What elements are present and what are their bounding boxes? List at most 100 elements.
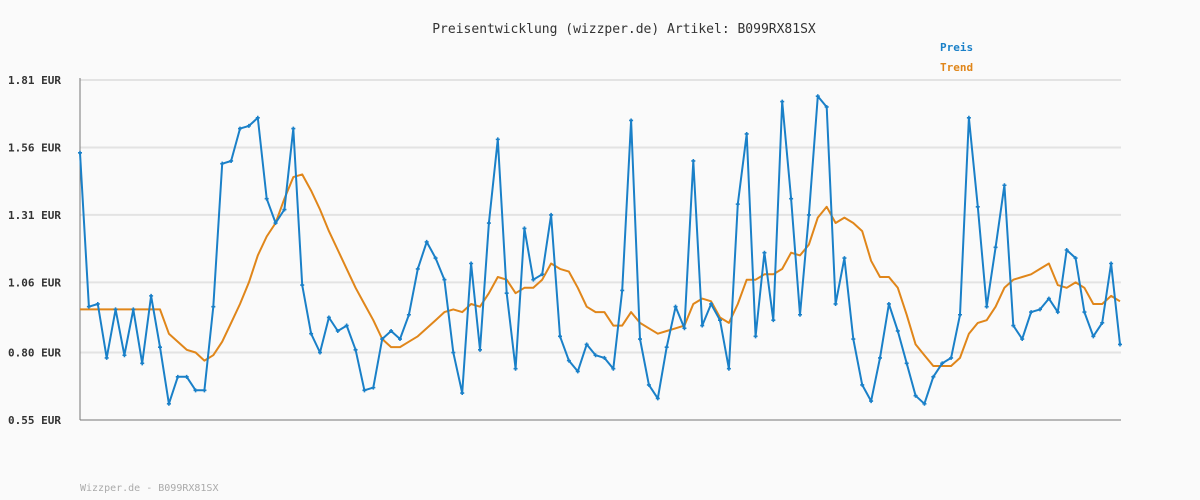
data-point [318,350,322,355]
data-point [753,334,758,339]
data-point [344,323,349,328]
data-point [593,353,598,358]
data-point [940,361,945,366]
data-point [949,355,954,360]
data-point [798,312,802,317]
data-point [575,369,580,374]
data-point [95,301,100,306]
data-point [833,301,838,306]
data-point [584,342,589,347]
y-tick-label: 1.56 EUR [8,141,61,154]
data-point [522,226,527,231]
data-point [646,382,651,387]
data-point [549,212,554,217]
data-point [620,288,625,293]
data-point [682,326,687,331]
y-tick-label: 1.81 EUR [8,74,61,87]
data-point [309,331,314,336]
data-point [806,212,811,217]
data-point [1100,320,1105,325]
data-point [1091,334,1096,339]
data-point [824,104,829,109]
data-point [335,328,340,333]
data-point [326,315,331,320]
data-point [140,361,145,366]
data-point [993,245,998,250]
data-point [691,158,696,163]
data-point [398,337,402,342]
legend-trend: Trend [940,61,973,74]
data-point [113,307,118,312]
data-point [353,347,358,352]
data-point [300,283,305,288]
data-point [638,337,642,342]
data-point [1046,296,1051,301]
data-point [1055,310,1060,315]
data-point [513,366,518,371]
y-tick-label: 1.31 EUR [8,209,61,222]
data-point [220,161,225,166]
data-point [958,312,962,317]
data-point [202,388,207,393]
data-point [433,256,438,261]
data-point [984,304,989,309]
data-point [815,94,820,99]
data-point [762,250,767,255]
data-point [211,304,216,309]
data-point [860,382,865,387]
series-line-trend [80,173,1121,367]
data-point [931,374,936,379]
data-point [744,131,749,136]
footer-text: Wizzper.de - B099RX81SX [80,483,218,494]
y-tick-label: 0.80 EUR [8,347,61,360]
data-point [718,318,722,323]
data-point [131,307,136,312]
data-point [904,361,909,366]
data-point [442,277,447,282]
data-point [558,334,562,339]
data-point [771,318,776,323]
data-point [842,256,847,261]
data-point [895,328,900,333]
data-point [149,293,154,298]
data-point [184,374,189,379]
data-point [255,115,260,120]
data-point [166,401,171,406]
data-point [1118,342,1122,347]
data-point [655,396,660,401]
data-point [566,358,571,363]
data-point [460,391,465,396]
data-point [362,388,367,393]
data-point [789,196,794,201]
series-line-preis [79,95,1121,405]
data-point [664,345,669,350]
data-point [478,347,482,352]
data-point [424,239,429,244]
data-point [246,123,251,128]
data-point [709,301,714,306]
data-point [273,221,278,226]
data-point [193,388,198,393]
data-point [922,401,927,406]
data-point [1109,261,1114,266]
data-point [1082,310,1087,315]
data-point [486,221,491,226]
data-point [629,118,634,123]
data-point [78,150,82,155]
data-point [878,355,882,360]
data-point [869,399,874,404]
data-point [673,304,678,309]
chart-title: Preisentwicklung (wizzper.de) Artikel: B… [432,22,816,37]
data-point [406,312,411,317]
data-point [1038,307,1042,312]
legend-preis: Preis [940,41,973,54]
data-point [229,158,234,163]
data-point [389,328,394,333]
data-point [175,374,180,379]
data-point [495,137,500,142]
data-point [469,261,474,266]
data-point [780,99,785,104]
y-tick-label: 0.55 EUR [8,414,61,427]
data-point [913,393,918,398]
data-point [451,350,456,355]
